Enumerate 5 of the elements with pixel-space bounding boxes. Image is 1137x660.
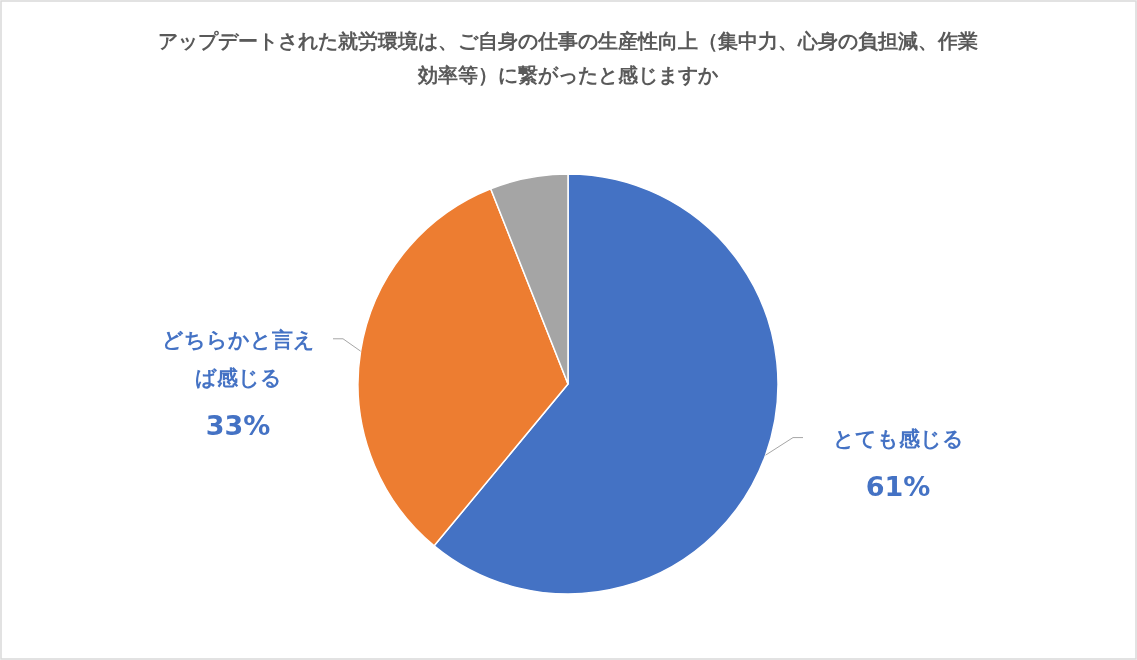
slice-label: どちらかと言えば感じる: [161, 327, 315, 390]
data-label: 61%: [865, 470, 931, 502]
data-label: 33%: [205, 409, 271, 441]
chart-title: アップデートされた就労環境は、ご自身の仕事の生産性向上（集中力、心身の負担減、作業効率等）に繋がったと感じますか: [158, 29, 978, 87]
slice-label: とても感じる: [832, 426, 964, 451]
